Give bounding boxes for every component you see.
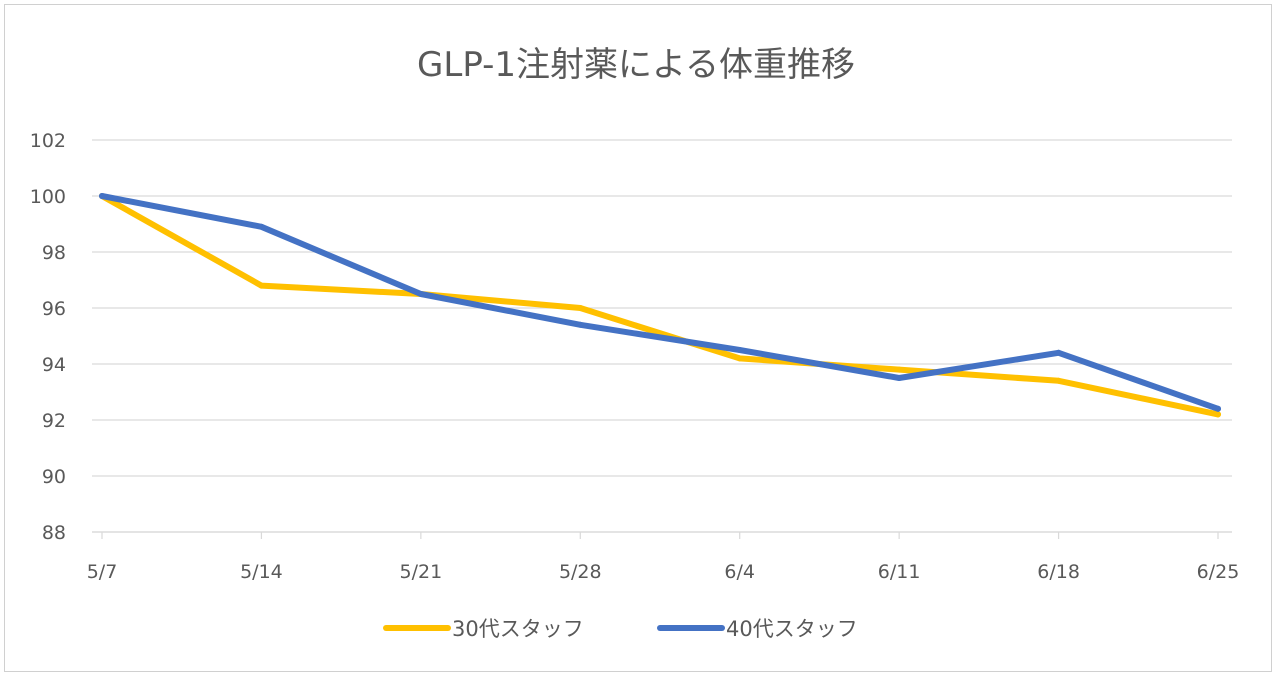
- x-tick-label: 5/14: [240, 561, 283, 583]
- x-tick-label: 5/21: [400, 561, 443, 583]
- series-lines: [99, 193, 1221, 418]
- x-tick-label: 6/25: [1197, 561, 1240, 583]
- data-point: [736, 355, 743, 362]
- y-tick-label: 88: [42, 522, 66, 544]
- x-tick-label: 5/7: [87, 561, 118, 583]
- data-point: [1055, 349, 1062, 356]
- y-tick-label: 100: [30, 186, 66, 208]
- data-point: [1215, 405, 1221, 412]
- data-point: [896, 375, 903, 381]
- y-tick-label: 98: [42, 242, 66, 264]
- y-tick-label: 96: [42, 298, 66, 320]
- data-point: [258, 282, 265, 289]
- legend: 30代スタッフ 40代スタッフ: [383, 617, 858, 641]
- legend-label-2: 40代スタッフ: [726, 617, 858, 641]
- data-point: [736, 347, 743, 353]
- x-axis: 5/7 5/14 5/21 5/28 6/4 6/11 6/18 6/25: [87, 531, 1240, 583]
- legend-label-1: 30代スタッフ: [452, 617, 584, 641]
- x-tick-label: 6/18: [1037, 561, 1080, 583]
- x-tick-label: 6/11: [878, 561, 921, 583]
- data-point: [896, 366, 903, 373]
- y-tick-label: 92: [42, 410, 66, 432]
- series-line-2: [99, 193, 1221, 412]
- data-point: [1055, 377, 1062, 384]
- data-point: [417, 291, 424, 297]
- y-axis-ticks: 88 90 92 94 96 98 100 102: [30, 130, 66, 544]
- x-tick-label: 5/28: [559, 561, 602, 583]
- data-point: [258, 223, 265, 230]
- data-point: [577, 305, 584, 311]
- y-tick-label: 90: [42, 466, 66, 488]
- chart-title: GLP-1注射薬による体重推移: [417, 45, 855, 85]
- y-tick-label: 94: [42, 354, 66, 376]
- data-point: [99, 193, 105, 199]
- data-point: [1215, 411, 1221, 418]
- x-tick-label: 6/4: [724, 561, 755, 583]
- series-line-1: [99, 193, 1221, 418]
- chart-frame: [4, 4, 1272, 672]
- y-tick-label: 102: [30, 130, 66, 152]
- data-point: [577, 321, 584, 328]
